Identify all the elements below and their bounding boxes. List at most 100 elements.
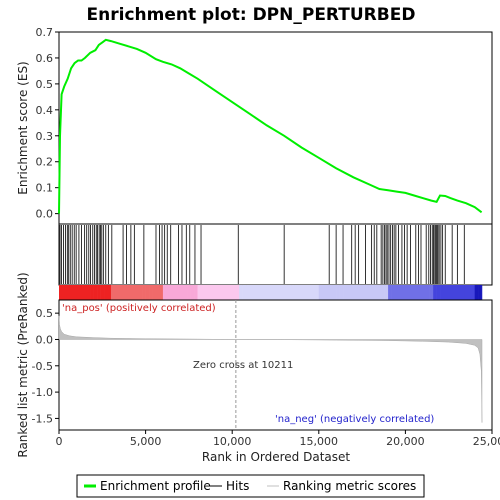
heatmap-cell [467, 285, 472, 300]
heatmap-cell [97, 285, 101, 300]
metric-plot-frame [58, 299, 493, 431]
heatmap-cell [242, 285, 247, 300]
es-y-tick-label: 0.3 [36, 130, 54, 143]
heatmap-cell [235, 285, 240, 300]
heatmap-cell [474, 285, 479, 300]
heatmap-cell [252, 285, 257, 300]
heatmap-cell [294, 285, 299, 300]
heatmap-cell [453, 285, 458, 300]
hit-lines [59, 225, 465, 284]
heatmap-cell [478, 285, 482, 300]
heatmap-cell [259, 285, 264, 300]
heatmap-cell [225, 285, 230, 300]
heatmap-cell [291, 285, 295, 300]
heatmap-cell [308, 285, 313, 300]
heatmap-cell [377, 285, 382, 300]
es-y-tick-label: 0.1 [36, 182, 54, 195]
heatmap-cell [349, 285, 354, 300]
heatmap-cell [408, 285, 413, 300]
heatmap-cell [460, 285, 465, 300]
heatmap-cell [343, 285, 347, 300]
ranked-metric-panel: 0.5 0.0 -0.5 -1.0 -1.5 'na_pos' (positively … [16, 272, 493, 458]
heatmap-cell [201, 285, 205, 300]
es-y-tick-label: 0.2 [36, 156, 54, 169]
heatmap-cell [155, 285, 160, 300]
heatmap-cell [405, 285, 410, 300]
heatmap-cell [339, 285, 344, 300]
metric-y-tick-label: -0.5 [32, 360, 53, 373]
x-tick-label: 10,000 [213, 435, 252, 448]
heatmap-cell [481, 285, 483, 300]
metric-y-axis-label: Ranked list metric (PreRanked) [16, 272, 30, 457]
heatmap-cell [266, 285, 271, 300]
es-y-tick-label: 0.6 [36, 52, 54, 65]
heatmap-cell [59, 285, 63, 300]
heatmap-cell [86, 285, 91, 300]
heatmap-cell [440, 285, 444, 300]
heatmap-cell [353, 285, 358, 300]
heatmap-cell [72, 285, 77, 300]
heatmap-cell [457, 285, 462, 300]
heatmap-cell [464, 285, 469, 300]
enrichment-profile-line [58, 38, 483, 214]
heatmap-cell [415, 285, 420, 300]
heatmap-cell [273, 285, 278, 300]
ranking-metric-area [58, 315, 483, 423]
heatmap-cell [336, 285, 340, 300]
es-y-tick-label: 0.4 [36, 104, 54, 117]
heatmap-cell [180, 285, 185, 300]
heatmap-cell [76, 285, 81, 300]
heatmap-cell [433, 285, 437, 300]
es-y-axis-label: Enrichment score (ES) [16, 61, 30, 194]
x-axis-label: Rank in Ordered Dataset [202, 450, 350, 464]
heatmap-cell [311, 285, 316, 300]
heatmap-cell [214, 285, 219, 300]
heatmap-cell [197, 285, 202, 300]
heatmap-cell [239, 285, 243, 300]
heatmap-cell [145, 285, 150, 300]
heatmap-cell [277, 285, 281, 300]
zero-cross-annotation: Zero cross at 10211 [193, 360, 293, 371]
heatmap-cell [270, 285, 275, 300]
heatmap-cell [395, 285, 399, 300]
heatmap-cell [346, 285, 351, 300]
heatmap-cell [131, 285, 136, 300]
heatmap-cell [69, 285, 74, 300]
hits-panel [58, 223, 493, 286]
heatmap-cell [325, 285, 330, 300]
heatmap-cell [429, 285, 434, 300]
heatmap-cell [93, 285, 98, 300]
x-tick-label: 25,000 [473, 435, 500, 448]
heatmap-cell [263, 285, 268, 300]
heatmap-cell [360, 285, 365, 300]
heatmap-cell [384, 285, 389, 300]
x-tick-label: 5,000 [130, 435, 162, 448]
heatmap-cell [83, 285, 88, 300]
heatmap-cell [204, 285, 209, 300]
heatmap-cell [284, 285, 288, 300]
heatmap-cell [381, 285, 385, 300]
heatmap-cell [246, 285, 250, 300]
legend-label-ranking-metric: Ranking metric scores [283, 479, 416, 493]
heatmap-cell [370, 285, 375, 300]
heatmap-cell [401, 285, 406, 300]
legend-label-hits: Hits [226, 479, 249, 493]
metric-y-tick-label: 0.0 [36, 333, 54, 346]
heatmap-cell [117, 285, 122, 300]
heatmap-cell [443, 285, 448, 300]
metric-y-tick-label: 0.5 [36, 307, 54, 320]
heatmap-cell [436, 285, 441, 300]
metric-y-ticks: 0.5 0.0 -0.5 -1.0 -1.5 [32, 307, 59, 425]
heatmap-cell [187, 285, 191, 300]
heatmap-cell [398, 285, 403, 300]
heatmap-cell [356, 285, 361, 300]
heatmap-cell [211, 285, 216, 300]
heatmap-cell [388, 285, 392, 300]
heatmap-cell [446, 285, 451, 300]
heatmap-cell [422, 285, 427, 300]
heatmap-cell [149, 285, 153, 300]
heatmap-cell [173, 285, 178, 300]
rank-heatmap-bar [59, 285, 483, 300]
heatmap-cell [138, 285, 143, 300]
